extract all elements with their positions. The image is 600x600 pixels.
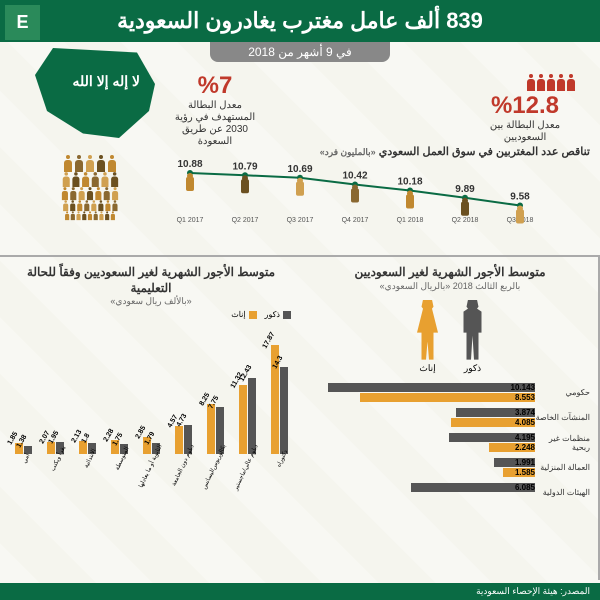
people-icons-red [475, 74, 575, 92]
vbar-chart: 14.317.87دكتوراه12.4311.32دبلوم عالي/ماج… [8, 327, 294, 477]
saudi-map-area: لا إله إلا الله [15, 48, 155, 158]
target-label: معدل البطالة المستهدف في رؤية 2030 عن طر… [165, 100, 265, 148]
target-stat: %7 معدل البطالة المستهدف في رؤية 2030 عن… [165, 72, 265, 148]
svg-text:9.58: 9.58 [510, 192, 530, 203]
svg-text:10.69: 10.69 [287, 164, 312, 175]
svg-text:Q1 2017: Q1 2017 [177, 217, 204, 224]
target-value: %7 [165, 72, 265, 100]
vbar-section: متوسط الأجور الشهرية لغير السعوديين وفقا… [0, 257, 302, 580]
footer-source: المصدر: هيئة الإحصاء السعودية [0, 583, 600, 600]
gender-icons: ذكور إناث [310, 300, 590, 374]
male-icon [458, 300, 488, 360]
unemployment-stat: %12.8 معدل البطالة بين السعوديين [475, 72, 575, 144]
vbar-legend: ذكور إناث [11, 310, 291, 319]
svg-text:Q4 2017: Q4 2017 [342, 217, 369, 224]
svg-text:10.88: 10.88 [177, 160, 202, 170]
subtitle: في 9 أشهر من 2018 [210, 42, 390, 62]
svg-text:Q2 2017: Q2 2017 [232, 217, 259, 224]
hbar-chart: حكومي10.1438.553المنشآت الخاصة3.8744.085… [310, 382, 590, 504]
saudi-map-shape: لا إله إلا الله [35, 48, 155, 138]
unemployment-label: معدل البطالة بين السعوديين [475, 120, 575, 144]
svg-text:Q1 2018: Q1 2018 [397, 217, 424, 224]
bottom-section: متوسط الأجور الشهرية لغير السعوديين بالر… [0, 255, 600, 580]
infographic-container: E 839 ألف عامل مغترب يغادرون السعودية في… [0, 0, 600, 600]
economy-logo: E [5, 5, 40, 40]
hbar-section: متوسط الأجور الشهرية لغير السعوديين بالر… [302, 257, 600, 580]
svg-text:Q3 2017: Q3 2017 [287, 217, 314, 224]
vbar-title: متوسط الأجور الشهرية لغير السعوديين وفقا… [8, 265, 294, 296]
line-chart-subtitle: «بالمليون فرد» [320, 147, 376, 157]
line-chart-svg: 10.88 Q1 2017 10.79 Q2 2017 10.69 Q3 2017 10.4… [10, 160, 590, 230]
unemployment-value: %12.8 [475, 92, 575, 120]
svg-text:Q2 2018: Q2 2018 [452, 217, 479, 224]
svg-text:10.42: 10.42 [342, 171, 367, 182]
svg-text:10.18: 10.18 [397, 177, 422, 188]
svg-text:10.79: 10.79 [232, 161, 257, 172]
line-chart-title: تناقص عدد المغتربين في سوق العمل السعودي [379, 146, 590, 158]
hbar-title: متوسط الأجور الشهرية لغير السعوديين [310, 265, 590, 281]
svg-text:9.89: 9.89 [455, 184, 475, 195]
line-chart: تناقص عدد المغتربين في سوق العمل السعودي… [10, 145, 590, 240]
vbar-subtitle: «بالألف ريال سعودي» [8, 296, 294, 307]
female-icon [413, 300, 443, 360]
main-title: 839 ألف عامل مغترب يغادرون السعودية [0, 0, 600, 42]
female-label: إناث [413, 363, 443, 374]
hbar-subtitle: بالربع الثالث 2018 «بالريال السعودي» [310, 281, 590, 292]
map-arabic-text: لا إله إلا الله [73, 73, 140, 90]
male-label: ذكور [458, 363, 488, 374]
